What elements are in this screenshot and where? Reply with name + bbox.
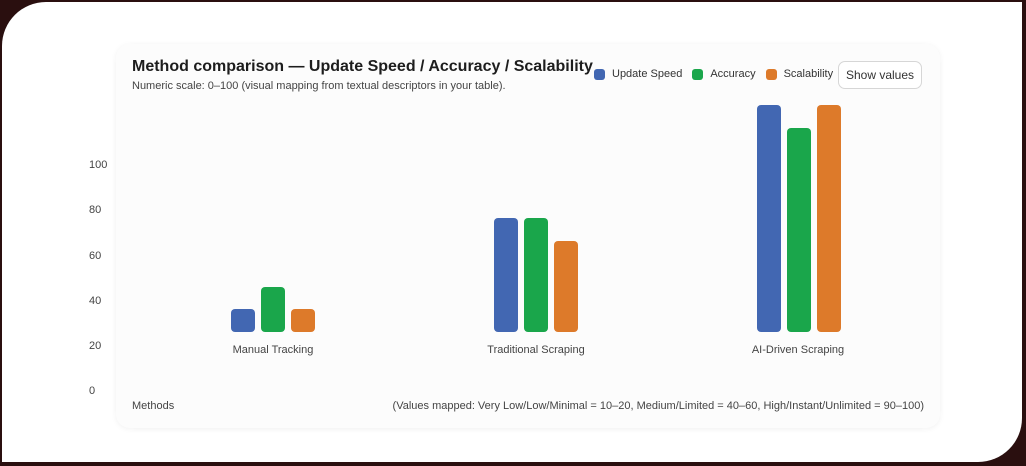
legend-item-scalability: Scalability bbox=[765, 68, 834, 80]
legend-label: Update Speed bbox=[612, 68, 683, 80]
legend-swatch-accuracy bbox=[692, 68, 704, 80]
bar-update-speed[interactable] bbox=[757, 105, 781, 332]
legend-swatch-scalability bbox=[765, 68, 777, 80]
legend-swatch-update-speed bbox=[594, 68, 605, 80]
y-tick: 80 bbox=[89, 204, 102, 216]
legend-label: Accuracy bbox=[710, 68, 756, 80]
y-tick: 0 bbox=[89, 385, 96, 397]
legend-item-update-speed: Update Speed bbox=[594, 68, 682, 80]
show-values-button[interactable]: Show values bbox=[838, 61, 922, 89]
category-label: Manual Tracking bbox=[232, 344, 314, 356]
category-label: Traditional Scraping bbox=[487, 344, 585, 356]
chart-subtitle: Numeric scale: 0–100 (visual mapping fro… bbox=[132, 80, 506, 92]
chart-legend: Update Speed Accuracy Scalability bbox=[594, 68, 837, 80]
y-tick: 20 bbox=[89, 340, 102, 352]
bar-accuracy[interactable] bbox=[261, 287, 285, 332]
y-tick: 100 bbox=[89, 159, 108, 171]
category-label: AI-Driven Scraping bbox=[751, 344, 845, 356]
bar-update-speed[interactable] bbox=[231, 309, 255, 332]
bar-accuracy[interactable] bbox=[787, 128, 811, 332]
legend-item-accuracy: Accuracy bbox=[692, 68, 756, 80]
legend-label: Scalability bbox=[783, 68, 834, 80]
bar-scalability[interactable] bbox=[291, 309, 315, 332]
y-tick: 60 bbox=[89, 250, 102, 262]
bar-accuracy[interactable] bbox=[524, 218, 548, 332]
chart-title: Method comparison — Update Speed / Accur… bbox=[132, 58, 593, 75]
mapping-note: (Values mapped: Very Low/Low/Minimal = 1… bbox=[392, 400, 924, 412]
y-tick: 40 bbox=[89, 295, 102, 307]
bar-scalability[interactable] bbox=[554, 241, 578, 332]
bar-update-speed[interactable] bbox=[494, 218, 518, 332]
bar-scalability[interactable] bbox=[817, 105, 841, 332]
x-axis-label: Methods bbox=[132, 400, 175, 412]
